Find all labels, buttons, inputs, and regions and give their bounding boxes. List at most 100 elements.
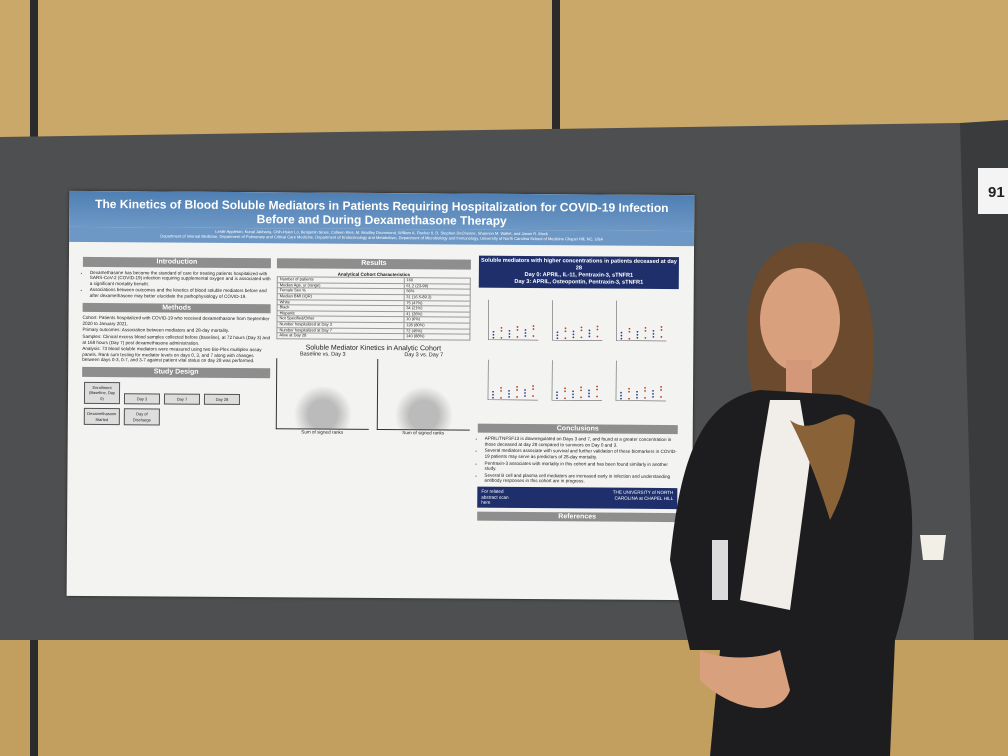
plot-dot bbox=[580, 336, 583, 339]
plot-dot bbox=[556, 397, 558, 400]
plot-dot bbox=[564, 397, 566, 400]
plot-dot bbox=[524, 335, 527, 337]
plot-dot bbox=[644, 326, 647, 329]
plot-dot bbox=[564, 330, 567, 333]
plot-dot bbox=[580, 386, 582, 389]
plot-dot bbox=[564, 387, 566, 390]
plot-dot bbox=[652, 390, 654, 392]
plot-dot bbox=[556, 334, 559, 337]
plot-dot bbox=[660, 386, 662, 388]
plot-dot bbox=[524, 329, 527, 331]
plot-dot bbox=[636, 396, 638, 399]
plot-dot bbox=[580, 326, 583, 329]
plot-dot bbox=[492, 393, 494, 396]
hands bbox=[700, 650, 790, 709]
plot-dot bbox=[508, 332, 511, 335]
plot-dot bbox=[508, 335, 511, 338]
plot-dot bbox=[588, 389, 590, 392]
plot-dot bbox=[492, 396, 494, 399]
plot-dot bbox=[628, 330, 631, 333]
plot-dot bbox=[652, 393, 654, 395]
plot-dot bbox=[572, 330, 575, 333]
plot-dot bbox=[652, 396, 654, 398]
plot-dot bbox=[500, 396, 502, 399]
plot-dot bbox=[620, 334, 623, 337]
plot-dot bbox=[516, 386, 518, 388]
poster: The Kinetics of Blood Soluble Mediators … bbox=[66, 190, 695, 601]
plot-dot bbox=[628, 387, 630, 390]
plot-dot bbox=[492, 336, 495, 339]
plot-dot bbox=[660, 329, 663, 331]
plot-dot bbox=[636, 330, 639, 333]
plot-dot bbox=[628, 327, 631, 330]
plot-dot bbox=[644, 386, 646, 389]
plot-dot bbox=[500, 329, 503, 332]
plot-dot bbox=[500, 336, 503, 339]
plot-dot bbox=[628, 397, 630, 400]
plot-dot bbox=[572, 336, 575, 339]
plot-dot bbox=[508, 389, 510, 392]
plot-dot bbox=[564, 337, 567, 340]
plot-dot bbox=[596, 385, 598, 388]
plot-axis bbox=[552, 300, 603, 341]
plot-dot bbox=[572, 393, 574, 396]
plot-dot bbox=[652, 336, 655, 338]
plot-dot bbox=[516, 329, 519, 331]
plot-dot bbox=[596, 325, 599, 328]
plot-dot bbox=[628, 337, 631, 340]
plot-dot bbox=[580, 389, 582, 392]
plot-dot bbox=[556, 337, 559, 340]
plot-axis bbox=[487, 359, 538, 401]
plot-dot bbox=[556, 391, 558, 394]
plot-dot bbox=[596, 395, 598, 398]
plot-dot bbox=[492, 333, 495, 336]
board-number: 91 bbox=[988, 184, 1005, 201]
plot-dot bbox=[636, 390, 638, 393]
plot-dot bbox=[572, 396, 574, 399]
board-number-card bbox=[978, 168, 1008, 214]
plot-dot bbox=[660, 389, 662, 391]
plot-dot bbox=[556, 394, 558, 397]
plot-dot bbox=[556, 331, 559, 334]
plot-dot bbox=[532, 395, 534, 397]
plot-dot bbox=[660, 326, 663, 328]
plot-dot bbox=[516, 389, 518, 391]
plot-dot bbox=[660, 336, 663, 338]
plot-dot bbox=[564, 390, 566, 393]
face bbox=[760, 268, 840, 372]
plot-dot bbox=[532, 328, 535, 330]
plot-dot bbox=[500, 326, 503, 329]
plot-dot bbox=[572, 333, 575, 336]
plot-dot bbox=[492, 390, 494, 393]
plot-dot bbox=[572, 390, 574, 393]
plot-dot bbox=[588, 329, 591, 332]
plot-dot bbox=[620, 337, 623, 340]
plot-dot bbox=[564, 327, 567, 330]
column-right: Soluble mediators with higher concentrat… bbox=[477, 255, 679, 526]
plot-dot bbox=[580, 329, 583, 332]
plot-dot bbox=[516, 336, 519, 338]
dot-plots bbox=[487, 299, 667, 402]
plot-axis bbox=[615, 360, 666, 402]
plot-dot bbox=[524, 389, 526, 391]
plot-dot bbox=[620, 331, 623, 334]
plot-dot bbox=[516, 396, 518, 398]
plot-dot bbox=[492, 330, 495, 333]
plot-dot bbox=[644, 329, 647, 332]
plot-dot bbox=[652, 333, 655, 335]
plot-dot bbox=[508, 329, 511, 332]
wall-seam bbox=[552, 0, 560, 130]
plot-dot bbox=[596, 388, 598, 391]
plot-dot bbox=[500, 386, 502, 389]
plot-dot bbox=[660, 396, 662, 398]
plot-axis bbox=[616, 300, 667, 342]
plot-dot bbox=[644, 336, 647, 339]
plot-dot bbox=[588, 392, 590, 395]
cup bbox=[920, 535, 946, 560]
plot-dot bbox=[516, 326, 519, 328]
board-edge bbox=[960, 120, 1008, 700]
plot-dot bbox=[532, 335, 535, 337]
plot-dot bbox=[500, 389, 502, 392]
